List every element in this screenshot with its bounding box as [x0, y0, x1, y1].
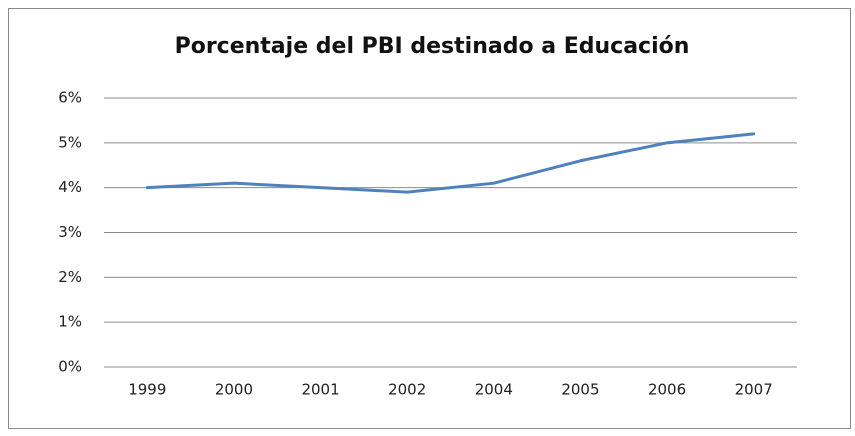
- x-tick-label: 1999: [128, 381, 166, 399]
- chart-title: Porcentaje del PBI destinado a Educación: [175, 34, 690, 59]
- y-tick-label: 0%: [58, 358, 82, 376]
- x-tick-label: 2007: [735, 381, 773, 399]
- y-tick-label: 4%: [58, 178, 82, 196]
- x-tick-label: 2006: [648, 381, 686, 399]
- x-tick-label: 2002: [388, 381, 426, 399]
- y-tick-label: 6%: [58, 89, 82, 107]
- y-tick-label: 3%: [58, 223, 82, 241]
- chart-border: [8, 8, 851, 429]
- x-tick-label: 2000: [215, 381, 253, 399]
- x-tick-label: 2004: [475, 381, 513, 399]
- x-tick-label: 2005: [561, 381, 599, 399]
- y-tick-label: 2%: [58, 268, 82, 286]
- x-tick-label: 2001: [301, 381, 339, 399]
- y-tick-label: 1%: [58, 313, 82, 331]
- y-tick-label: 5%: [58, 133, 82, 151]
- data-line: [145, 132, 756, 194]
